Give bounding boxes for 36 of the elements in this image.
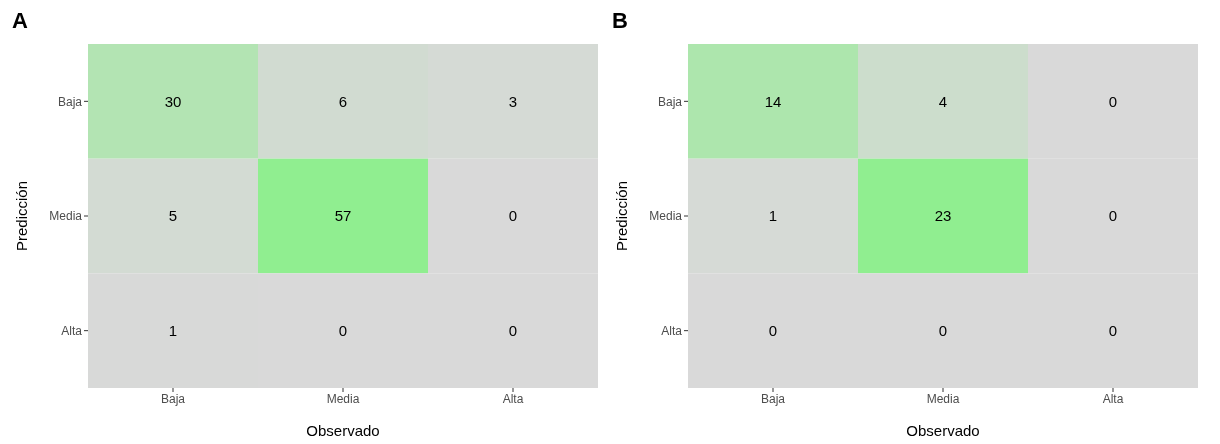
y-tick-label: Media xyxy=(649,209,683,224)
y-axis-title: Predicción xyxy=(613,180,631,252)
data-label: 4 xyxy=(938,92,948,110)
y-tick-label: Alta xyxy=(61,323,83,338)
y-tick-label: Media xyxy=(49,209,83,224)
data-label: 3 xyxy=(508,92,518,110)
data-label: 5 xyxy=(168,207,178,225)
x-tick-label: Alta xyxy=(502,391,524,406)
x-axis-title: Observado xyxy=(906,422,980,439)
data-label: 6 xyxy=(338,92,348,110)
data-label: 0 xyxy=(508,321,518,339)
data-label: 57 xyxy=(334,207,352,225)
chart-title: B xyxy=(612,8,628,34)
data-label: 0 xyxy=(768,321,778,339)
x-tick-label: Alta xyxy=(1102,391,1124,406)
data-label: 0 xyxy=(938,321,948,339)
data-label: 1 xyxy=(768,207,778,225)
x-tick-label: Media xyxy=(326,391,360,406)
chart-title: A xyxy=(12,8,28,34)
data-label: 14 xyxy=(764,92,782,110)
y-tick-label: Baja xyxy=(657,94,683,109)
x-tick-label: Baja xyxy=(160,391,186,406)
y-tick-label: Alta xyxy=(661,323,683,338)
x-tick-label: Media xyxy=(926,391,960,406)
data-label: 30 xyxy=(164,92,182,110)
x-axis-title: Observado xyxy=(306,422,380,439)
data-label: 0 xyxy=(508,207,518,225)
data-label: 0 xyxy=(338,321,348,339)
data-label: 0 xyxy=(1108,92,1118,110)
data-label: 1 xyxy=(168,321,178,339)
data-label: 0 xyxy=(1108,207,1118,225)
y-axis-title: Predicción xyxy=(13,180,31,252)
data-label: 23 xyxy=(934,207,952,225)
x-tick-label: Baja xyxy=(760,391,786,406)
data-label: 0 xyxy=(1108,321,1118,339)
y-tick-label: Baja xyxy=(57,94,83,109)
